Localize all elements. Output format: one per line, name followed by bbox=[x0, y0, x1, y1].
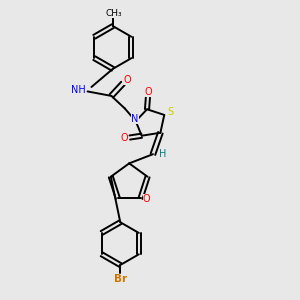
Text: O: O bbox=[123, 75, 131, 85]
Text: Br: Br bbox=[114, 274, 127, 284]
Text: N: N bbox=[131, 114, 139, 124]
Text: O: O bbox=[143, 194, 150, 204]
Text: H: H bbox=[159, 148, 166, 159]
Text: S: S bbox=[168, 107, 174, 117]
Text: O: O bbox=[121, 134, 128, 143]
Text: NH: NH bbox=[71, 85, 86, 95]
Text: CH₃: CH₃ bbox=[105, 9, 122, 18]
Text: O: O bbox=[145, 87, 153, 97]
